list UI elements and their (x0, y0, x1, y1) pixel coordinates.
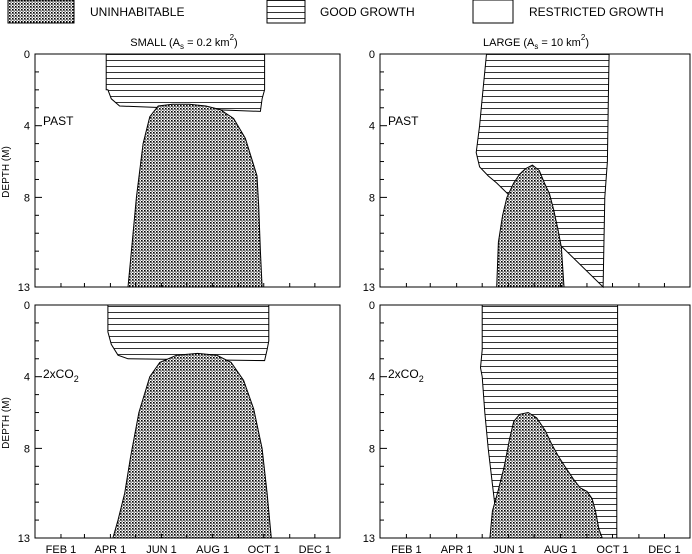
legend-item-restricted-growth: RESTRICTED GROWTH (472, 0, 664, 24)
x-tick-label: DEC 1 (648, 544, 680, 554)
legend-item-good-growth: GOOD GROWTH (266, 0, 415, 24)
y-tick-label: 0 (369, 300, 375, 312)
x-tick-label: AUG 1 (196, 544, 229, 554)
uninhabitable-region (112, 352, 272, 539)
panel-small-past: 0 4 8 13 PAST (18, 49, 341, 294)
x-tick-label: OCT 1 (248, 544, 280, 554)
panel-label: PAST (43, 114, 74, 128)
uninhabitable-region (489, 411, 604, 539)
legend-label-restricted-growth: RESTRICTED GROWTH (529, 5, 664, 19)
legend-swatch-good-growth (266, 0, 306, 24)
legend: UNINHABITABLE GOOD GROWTH RESTRICTED GRO… (7, 0, 664, 24)
x-tick-label: FEB 1 (46, 544, 77, 554)
x-tick-label: OCT 1 (596, 544, 628, 554)
panel-label: PAST (388, 114, 419, 128)
x-tick-label: APR 1 (441, 544, 473, 554)
x-tick-label: JUN 1 (146, 544, 177, 554)
y-tick-label: 8 (369, 443, 375, 455)
y-tick-label: 4 (369, 121, 375, 133)
panel-large-past: 0 4 8 13 PAST (363, 49, 691, 294)
good-growth-region (475, 53, 610, 289)
y-tick-label: 8 (24, 443, 30, 455)
y-tick-label: 0 (24, 300, 30, 312)
plot-frame (34, 304, 341, 539)
y-tick-label: 0 (369, 49, 375, 61)
y-axis-label-bottom: DEPTH (M) (1, 397, 12, 449)
x-tick-label: JUN 1 (493, 544, 524, 554)
x-tick-label: DEC 1 (299, 544, 331, 554)
legend-swatch-restricted-growth (472, 0, 514, 24)
panel-large-2xco2: 0 4 8 13 FEB 1 APR 1 JUN 1 AUG 1 OCT 1 DEC 1 2xCO2 (363, 300, 691, 554)
panel-label: 2xCO2 (43, 367, 79, 384)
good-growth-region (107, 304, 270, 362)
y-axis-label-top: DEPTH (M) (1, 146, 12, 198)
legend-item-uninhabitable: UNINHABITABLE (7, 0, 184, 24)
y-tick-label: 0 (24, 49, 30, 61)
x-tick-label: AUG 1 (544, 544, 577, 554)
y-tick-label: 13 (363, 282, 375, 294)
panel-title-small: SMALL (As = 0.2 km2) (130, 33, 237, 51)
panel-small-2xco2: 0 4 8 13 FEB 1 APR 1 JUN 1 AUG 1 OCT 1 DEC 1 2xCO2 (18, 300, 341, 554)
x-tick-label: APR 1 (95, 544, 127, 554)
good-growth-region (105, 53, 266, 112)
uninhabitable-region (496, 164, 565, 288)
panel-title-large: LARGE (As = 10 km2) (483, 33, 589, 51)
y-tick-label: 13 (18, 533, 30, 545)
uninhabitable-region (127, 103, 263, 288)
y-tick-label: 13 (363, 533, 375, 545)
y-tick-label: 13 (18, 282, 30, 294)
plot-frame (379, 53, 691, 288)
y-tick-label: 8 (24, 192, 30, 204)
legend-label-uninhabitable: UNINHABITABLE (90, 5, 184, 19)
plot-frame (379, 304, 691, 539)
plot-frame (34, 53, 341, 288)
y-tick-label: 8 (369, 192, 375, 204)
x-tick-label: FEB 1 (391, 544, 422, 554)
legend-label-good-growth: GOOD GROWTH (320, 5, 415, 19)
y-tick-label: 4 (369, 372, 375, 384)
y-tick-label: 4 (24, 121, 30, 133)
panel-label: 2xCO2 (388, 367, 424, 384)
legend-swatch-uninhabitable (7, 0, 75, 24)
y-tick-label: 4 (24, 372, 30, 384)
